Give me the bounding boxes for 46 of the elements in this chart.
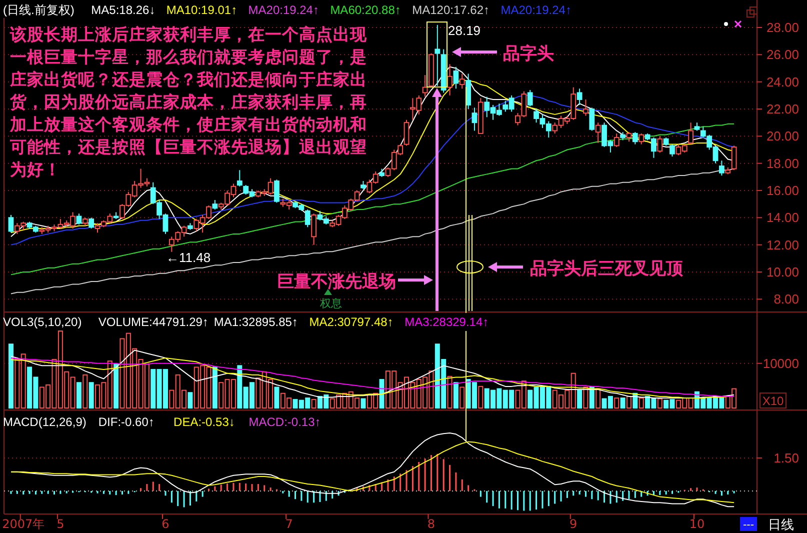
y-tick-label: 10.00 [766, 264, 799, 280]
y-tick-label: 8.00 [774, 292, 799, 307]
text: DIF:-0.60↑ [98, 415, 154, 429]
text: MA2:30797.48↑ [309, 315, 394, 329]
y-tick-label: 12.00 [766, 237, 799, 252]
text: MACD:-0.13↑ [248, 415, 321, 429]
y-tick-label: 26.00 [766, 47, 799, 62]
text: VOLUME:44791.29↑ [98, 315, 208, 329]
text: X10 [762, 394, 784, 408]
y-tick-label: 14.00 [766, 210, 799, 226]
annotation: 巨量不涨先退场 [277, 272, 396, 292]
x-tick-label: 8 [427, 517, 436, 531]
text: MA1:32895.85↑ [214, 315, 298, 329]
x-tick-label: 9 [570, 517, 578, 531]
text: MA20:19.24↑ [500, 3, 572, 17]
text: MA20:19.24↑ [248, 3, 319, 17]
text: 10000 [762, 356, 799, 371]
y-tick-label: 24.00 [766, 74, 799, 90]
annotation: 28.19 [448, 23, 481, 38]
text: DEA:-0.53↓ [174, 415, 235, 429]
annotation: 权息 [319, 297, 342, 310]
text: 1.50 [774, 450, 799, 466]
text: MA60:20.88↑ [330, 3, 401, 17]
chart-title: MACD(12,26,9) [3, 415, 86, 429]
x-tick-label: 5 [56, 517, 64, 531]
annotation: 品字头 [503, 44, 554, 64]
y-tick-label: 20.00 [766, 128, 799, 144]
text: 日线 [768, 518, 794, 533]
text: MA10:19.01↑ [166, 3, 238, 17]
text: MA3:28329.14↑ [404, 315, 489, 329]
y-tick-label: 22.00 [766, 102, 799, 117]
x-tick-label: 2007年 [2, 517, 45, 531]
text: MA120:17.62↑ [412, 3, 490, 17]
x-tick-label: 10 [689, 517, 705, 531]
chart-title: VOL3(5,10,20) [3, 315, 82, 329]
y-tick-label: 16.00 [766, 183, 799, 198]
x-tick-label: 7 [285, 517, 293, 531]
chart-title: (日线.前复权) [3, 3, 74, 17]
annotation: ←11.48 [166, 250, 211, 265]
annotation: 品字头后三死叉见顶 [530, 259, 684, 279]
text: MA5:18.26↓ [91, 3, 156, 17]
text: --- [743, 519, 754, 531]
annotation: 该股长期上涨后庄家获利丰厚，在一个高点出现一根巨量十字星，那么我们就要考虑问题了，是庄家出货呢？还是震仓？我们还是倾向于庄家出货，因为股价远高庄家成本，庄家获利丰厚，再加上放量这个客观条件，使庄家有出货的动机和可能性，还是按照【巨量不涨先退场】退出观望为好！ [9, 25, 368, 179]
x-tick-label: 6 [162, 517, 170, 531]
y-tick-label: 28.00 [766, 20, 799, 36]
y-tick-label: 18.00 [766, 156, 799, 171]
